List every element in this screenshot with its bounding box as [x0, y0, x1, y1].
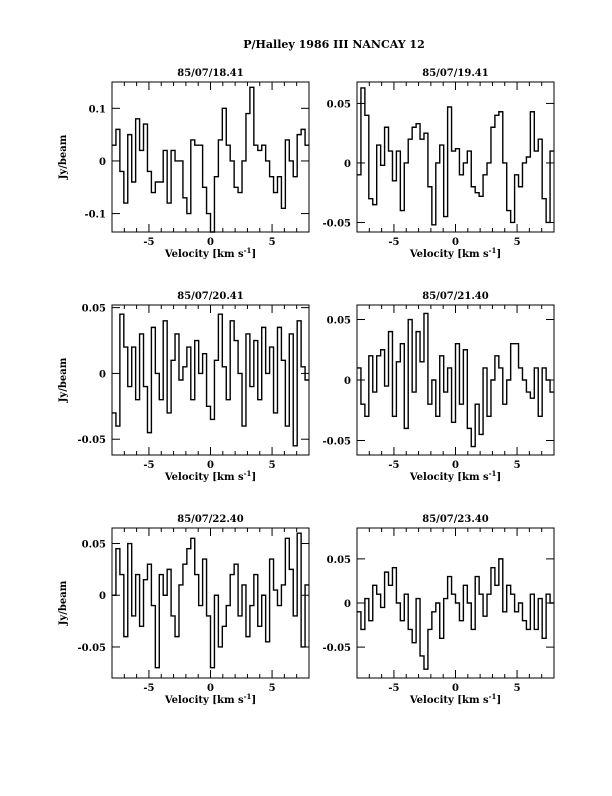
spectrum-line	[357, 558, 554, 670]
x-tick-label: 0	[207, 237, 214, 248]
x-axis-label-text: Velocity [km s	[409, 472, 489, 483]
y-tick-label: -0.05	[322, 643, 351, 654]
x-axis-label-sup: -1	[489, 246, 497, 255]
spectrum-line	[112, 313, 309, 447]
x-tick-label: -5	[143, 460, 154, 471]
y-tick-label: 0	[99, 369, 106, 380]
y-tick-label: 0.05	[327, 316, 351, 327]
y-axis-label: Jy/beam	[58, 134, 69, 180]
x-tick-label: -5	[143, 683, 154, 694]
x-tick-label: 5	[269, 237, 276, 248]
y-tick-label: 0	[99, 157, 106, 168]
x-tick-label: 5	[269, 683, 276, 694]
x-axis-label-end: ]	[496, 249, 501, 260]
x-axis-label-sup: -1	[489, 469, 497, 478]
x-axis-label-sup: -1	[244, 692, 252, 701]
panel-title: 85/07/23.40	[422, 514, 488, 525]
panel-title: 85/07/20.41	[177, 291, 243, 302]
figure-title: P/Halley 1986 III NANCAY 12	[243, 38, 424, 51]
spectrum-line	[112, 532, 309, 669]
spectrum-line	[112, 86, 309, 233]
y-tick-label: 0.05	[82, 540, 106, 551]
x-axis-label-sup: -1	[244, 469, 252, 478]
y-tick-label: -0.05	[77, 643, 106, 654]
x-axis-label: Velocity [km s-1]	[164, 692, 256, 706]
panel-6: 85/07/23.40 -5 0 5 -0.05 0 0.05 Velocity [km s-…	[322, 514, 555, 706]
y-tick-label: 0	[344, 159, 351, 170]
y-tick-label: 0.05	[327, 99, 351, 110]
x-tick-label: -5	[143, 237, 154, 248]
y-tick-label: -0.05	[77, 435, 106, 446]
plot-frame	[356, 81, 555, 233]
x-axis-label-text: Velocity [km s	[409, 249, 489, 260]
x-tick-label: 5	[269, 460, 276, 471]
spectrum-line	[357, 312, 554, 448]
panel-5: 85/07/22.40 -5 0 5 -0.05 0 0.05 Velocity [km s-…	[58, 514, 310, 706]
panel-1: 85/07/18.41 -5 0 5 -0.1 0 0.1 Velocity [km s-1]…	[58, 68, 310, 260]
x-axis-label-text: Velocity [km s	[164, 472, 244, 483]
x-axis-label: Velocity [km s-1]	[164, 246, 256, 260]
panel-title: 85/07/22.40	[177, 514, 243, 525]
x-axis-label-end: ]	[496, 695, 501, 706]
y-tick-label: 0	[99, 591, 106, 602]
x-tick-label: 0	[452, 237, 459, 248]
x-tick-label: 0	[207, 460, 214, 471]
panel-2: 85/07/19.41 -5 0 5 -0.05 0 0.05 Velocity [km s-…	[322, 68, 555, 260]
panel-title: 85/07/18.41	[177, 68, 243, 79]
x-tick-label: 5	[514, 683, 521, 694]
x-tick-label: 0	[207, 683, 214, 694]
y-axis-label: Jy/beam	[58, 580, 69, 626]
x-axis-label-sup: -1	[244, 246, 252, 255]
x-axis-label: Velocity [km s-1]	[409, 246, 501, 260]
x-axis-label-end: ]	[251, 472, 256, 483]
plot-frame	[111, 81, 310, 233]
x-axis-label-end: ]	[251, 695, 256, 706]
x-tick-label: 0	[452, 460, 459, 471]
x-tick-label: 5	[514, 237, 521, 248]
x-axis-label-end: ]	[496, 472, 501, 483]
y-tick-label: 0	[344, 376, 351, 387]
y-tick-label: -0.05	[322, 436, 351, 447]
x-axis-label-end: ]	[251, 249, 256, 260]
x-axis-label-text: Velocity [km s	[164, 695, 244, 706]
x-tick-label: 5	[514, 460, 521, 471]
x-tick-label: -5	[388, 237, 399, 248]
y-tick-label: 0.05	[82, 304, 106, 315]
x-axis-label: Velocity [km s-1]	[409, 469, 501, 483]
x-axis-label-text: Velocity [km s	[164, 249, 244, 260]
x-tick-label: -5	[388, 683, 399, 694]
x-axis-label-text: Velocity [km s	[409, 695, 489, 706]
spectrum-line	[357, 87, 554, 226]
panel-4: 85/07/21.40 -5 0 5 -0.05 0 0.05 Velocity [km s-…	[322, 291, 555, 483]
y-tick-label: 0.05	[327, 555, 351, 566]
x-axis-label: Velocity [km s-1]	[409, 692, 501, 706]
y-tick-label: 0	[344, 599, 351, 610]
panel-title: 85/07/19.41	[422, 68, 488, 79]
y-axis-label: Jy/beam	[58, 357, 69, 403]
x-tick-label: -5	[388, 460, 399, 471]
y-tick-label: -0.1	[84, 210, 106, 221]
y-tick-label: -0.05	[322, 218, 351, 229]
panel-title: 85/07/21.40	[422, 291, 488, 302]
x-axis-label-sup: -1	[489, 692, 497, 701]
x-axis-label: Velocity [km s-1]	[164, 469, 256, 483]
y-tick-label: 0.1	[89, 104, 106, 115]
panel-3: 85/07/20.41 -5 0 5 -0.05 0 0.05 Velocity [km s-…	[58, 291, 310, 483]
x-tick-label: 0	[452, 683, 459, 694]
